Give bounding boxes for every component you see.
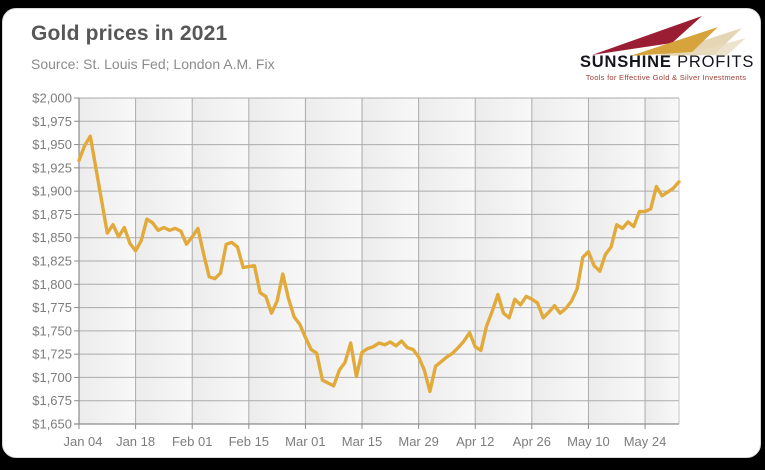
page-title: Gold prices in 2021 <box>31 22 228 45</box>
y-axis-label: $1,825 <box>32 254 72 269</box>
y-axis-label: $1,800 <box>32 277 72 292</box>
logo-name: SUNSHINE PROFITS <box>580 53 755 72</box>
y-axis-label: $1,900 <box>32 184 72 199</box>
y-axis-label: $2,000 <box>32 91 72 106</box>
y-axis-label: $1,925 <box>32 160 72 175</box>
x-axis-label: May 24 <box>624 434 667 449</box>
x-axis-label: Mar 01 <box>285 434 325 449</box>
y-axis-label: $1,750 <box>32 323 72 338</box>
logo-name-profits: PROFITS <box>677 53 755 71</box>
logo-darts-icon <box>592 16 746 56</box>
sunshine-profits-logo: SUNSHINE PROFITS Tools for Effective Gol… <box>580 14 755 82</box>
x-axis-label: Mar 15 <box>342 434 382 449</box>
x-axis: Jan 04 Jan 18 Feb 01 Feb 15 Mar 01 Mar 15 Mar … <box>63 98 666 449</box>
chart-source: Source: St. Louis Fed; London A.M. Fix <box>31 56 275 72</box>
y-axis-label: $1,850 <box>32 230 72 245</box>
logo-tagline: Tools for Effective Gold & Silver Invest… <box>585 73 747 82</box>
x-axis-label: May 10 <box>567 434 610 449</box>
gold-price-line <box>77 134 681 394</box>
x-axis-label: Feb 01 <box>172 434 212 449</box>
y-axis-label: $1,950 <box>32 137 72 152</box>
y-axis-label: $1,775 <box>32 300 72 315</box>
gold-price-chart: $2,000 $1,975 $1,950 $1,925 $1,900 $1,875 $1,8… <box>32 91 681 449</box>
y-axis-label: $1,650 <box>32 417 72 432</box>
y-axis-label: $1,700 <box>32 370 72 385</box>
x-axis-label: Apr 12 <box>456 434 494 449</box>
y-axis-label: $1,875 <box>32 207 72 222</box>
chart-card: $2,000 $1,975 $1,950 $1,925 $1,900 $1,875 $1,8… <box>2 8 761 458</box>
y-axis: $2,000 $1,975 $1,950 $1,925 $1,900 $1,875 $1,8… <box>32 91 679 432</box>
y-axis-label: $1,675 <box>32 393 72 408</box>
x-axis-label: Apr 26 <box>513 434 551 449</box>
x-axis-label: Mar 29 <box>398 434 438 449</box>
y-axis-label: $1,975 <box>32 114 72 129</box>
y-axis-label: $1,725 <box>32 347 72 362</box>
x-axis-label: Feb 15 <box>229 434 269 449</box>
logo-name-sunshine: SUNSHINE <box>580 53 672 71</box>
x-axis-label: Jan 18 <box>116 434 155 449</box>
x-axis-label: Jan 04 <box>63 434 102 449</box>
